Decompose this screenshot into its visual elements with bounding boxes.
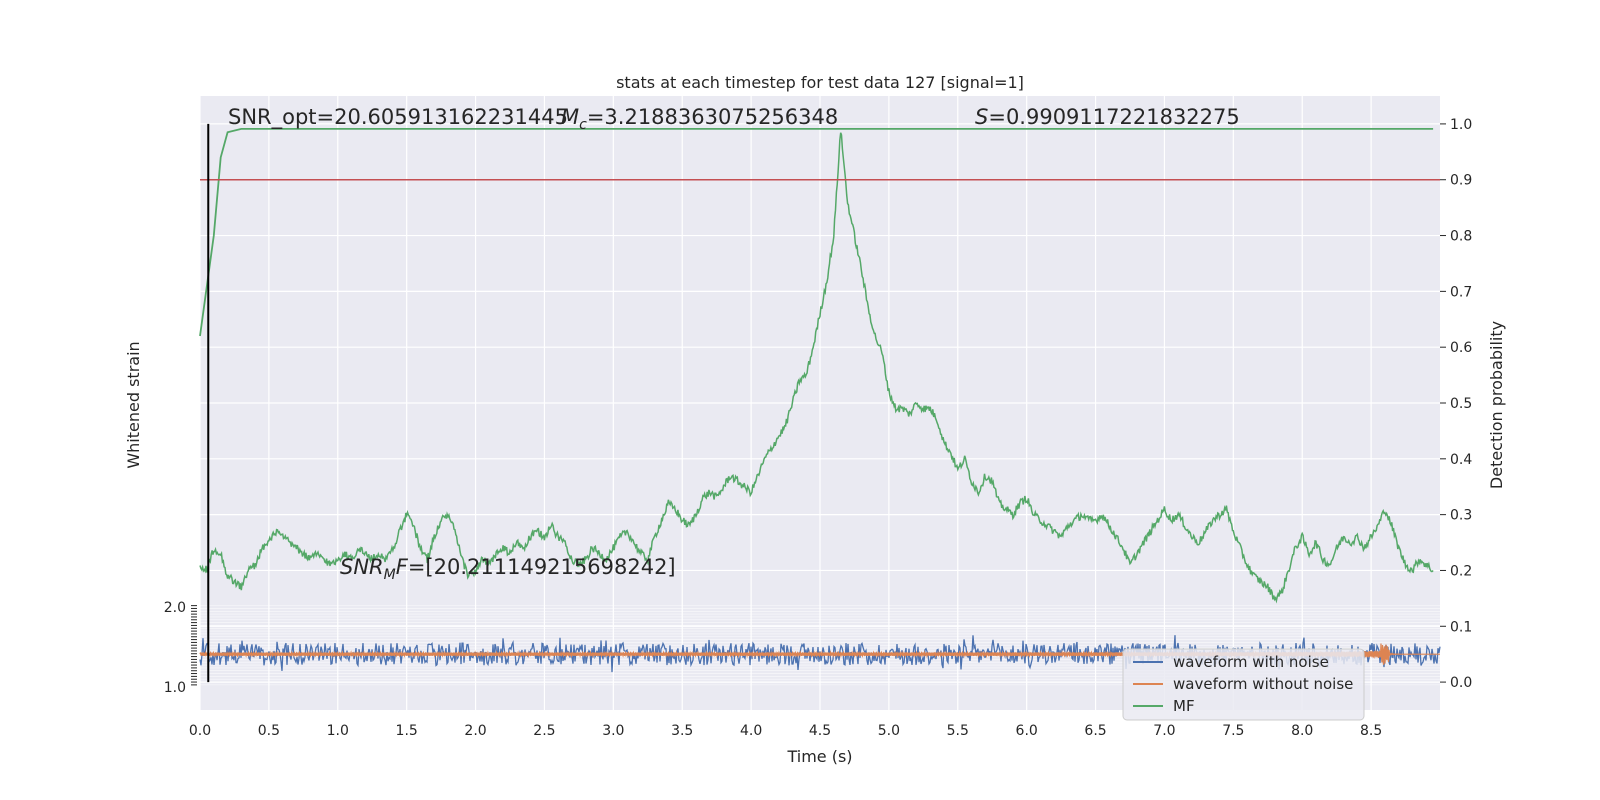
annotation-s: S=0.9909117221832275 [975, 105, 1240, 129]
s-symbol: S [975, 105, 988, 129]
annotation-snr-mf: SNRMF=[20.211149215698242] [340, 555, 676, 583]
series-mf [199, 128, 1434, 337]
x-tick-label: 4.0 [740, 723, 762, 739]
snr-mf-value: =[20.211149215698242] [408, 555, 676, 579]
y-axis-label-left: Whitened strain [124, 341, 143, 468]
left-bottom-tick-label: 1.0 [164, 680, 186, 696]
x-axis-ticks: 0.0 0.5 1.0 1.5 2.0 2.5 3.0 3.5 4.0 4.5 5.0 5.5 6.0 6… [189, 723, 1382, 739]
y-axis-label-right: Detection probability [1487, 321, 1506, 489]
x-tick-label: 2.0 [464, 723, 486, 739]
chirp-mass-subscript: c [579, 117, 587, 133]
chirp-mass-symbol: M [561, 105, 579, 129]
mf-line [199, 128, 1434, 337]
y-axis-ticks-left: 2.0 1.0 [164, 600, 197, 696]
x-tick-label: 6.0 [1016, 723, 1038, 739]
snr-mf-middle: F [396, 555, 409, 579]
x-axis-label: Time (s) [786, 747, 852, 766]
y-axis-ticks-right: 0.0 0.1 0.2 0.3 0.4 0.5 0.6 0.7 0.8 0.9 1.0 [1440, 117, 1472, 691]
y-tick-label: 0.1 [1450, 619, 1472, 635]
x-tick-label: 6.5 [1084, 723, 1106, 739]
x-tick-label: 7.5 [1222, 723, 1244, 739]
y-tick-label: 0.3 [1450, 508, 1472, 524]
x-tick-label: 4.5 [809, 723, 831, 739]
annotation-snr-opt: SNR_opt=20.605913162231445 [228, 105, 568, 130]
x-tick-label: 2.5 [533, 723, 555, 739]
y-tick-label: 0.0 [1450, 675, 1472, 691]
legend-box [1122, 648, 1365, 721]
x-tick-label: 1.5 [396, 723, 418, 739]
legend-label-mf: MF [1173, 697, 1195, 715]
left-top-tick-label: 2.0 [164, 600, 186, 616]
x-tick-label: 1.0 [327, 723, 349, 739]
x-tick-label: 8.0 [1291, 723, 1313, 739]
y-tick-label: 1.0 [1450, 117, 1472, 133]
x-tick-label: 7.0 [1153, 723, 1175, 739]
y-tick-label: 0.5 [1450, 396, 1472, 412]
chart-title: stats at each timestep for test data 127… [616, 73, 1024, 92]
plot-area [199, 96, 1441, 710]
left-axis-grid [200, 605, 1440, 686]
legend-label-waveform-without-noise: waveform without noise [1173, 675, 1353, 693]
legend-label-waveform-with-noise: waveform with noise [1173, 653, 1329, 671]
series-detection-probability [199, 132, 1434, 604]
y-tick-label: 0.6 [1450, 340, 1472, 356]
x-tick-label: 5.0 [878, 723, 900, 739]
x-tick-label: 0.0 [189, 723, 211, 739]
x-tick-label: 3.5 [671, 723, 693, 739]
x-tick-label: 3.0 [602, 723, 624, 739]
x-tick-label: 0.5 [258, 723, 280, 739]
x-tick-label: 5.5 [947, 723, 969, 739]
legend: waveform with noise waveform without noi… [1122, 648, 1365, 721]
x-tick-label: 8.5 [1360, 723, 1382, 739]
snr-mf-subscript: M [384, 567, 396, 583]
snr-mf-symbol: SNR [340, 555, 384, 579]
detection-probability-line [199, 132, 1434, 604]
annotation-chirp-mass: Mc=3.2188363075256348 [561, 105, 838, 133]
y-tick-label: 0.4 [1450, 452, 1472, 468]
y-tick-label: 0.9 [1450, 173, 1472, 189]
y-tick-label: 0.2 [1450, 563, 1472, 579]
s-value: =0.9909117221832275 [988, 105, 1239, 129]
y-tick-label: 0.7 [1450, 284, 1472, 300]
chirp-mass-value: =3.2188363075256348 [587, 105, 838, 129]
y-tick-label: 0.8 [1450, 229, 1472, 245]
